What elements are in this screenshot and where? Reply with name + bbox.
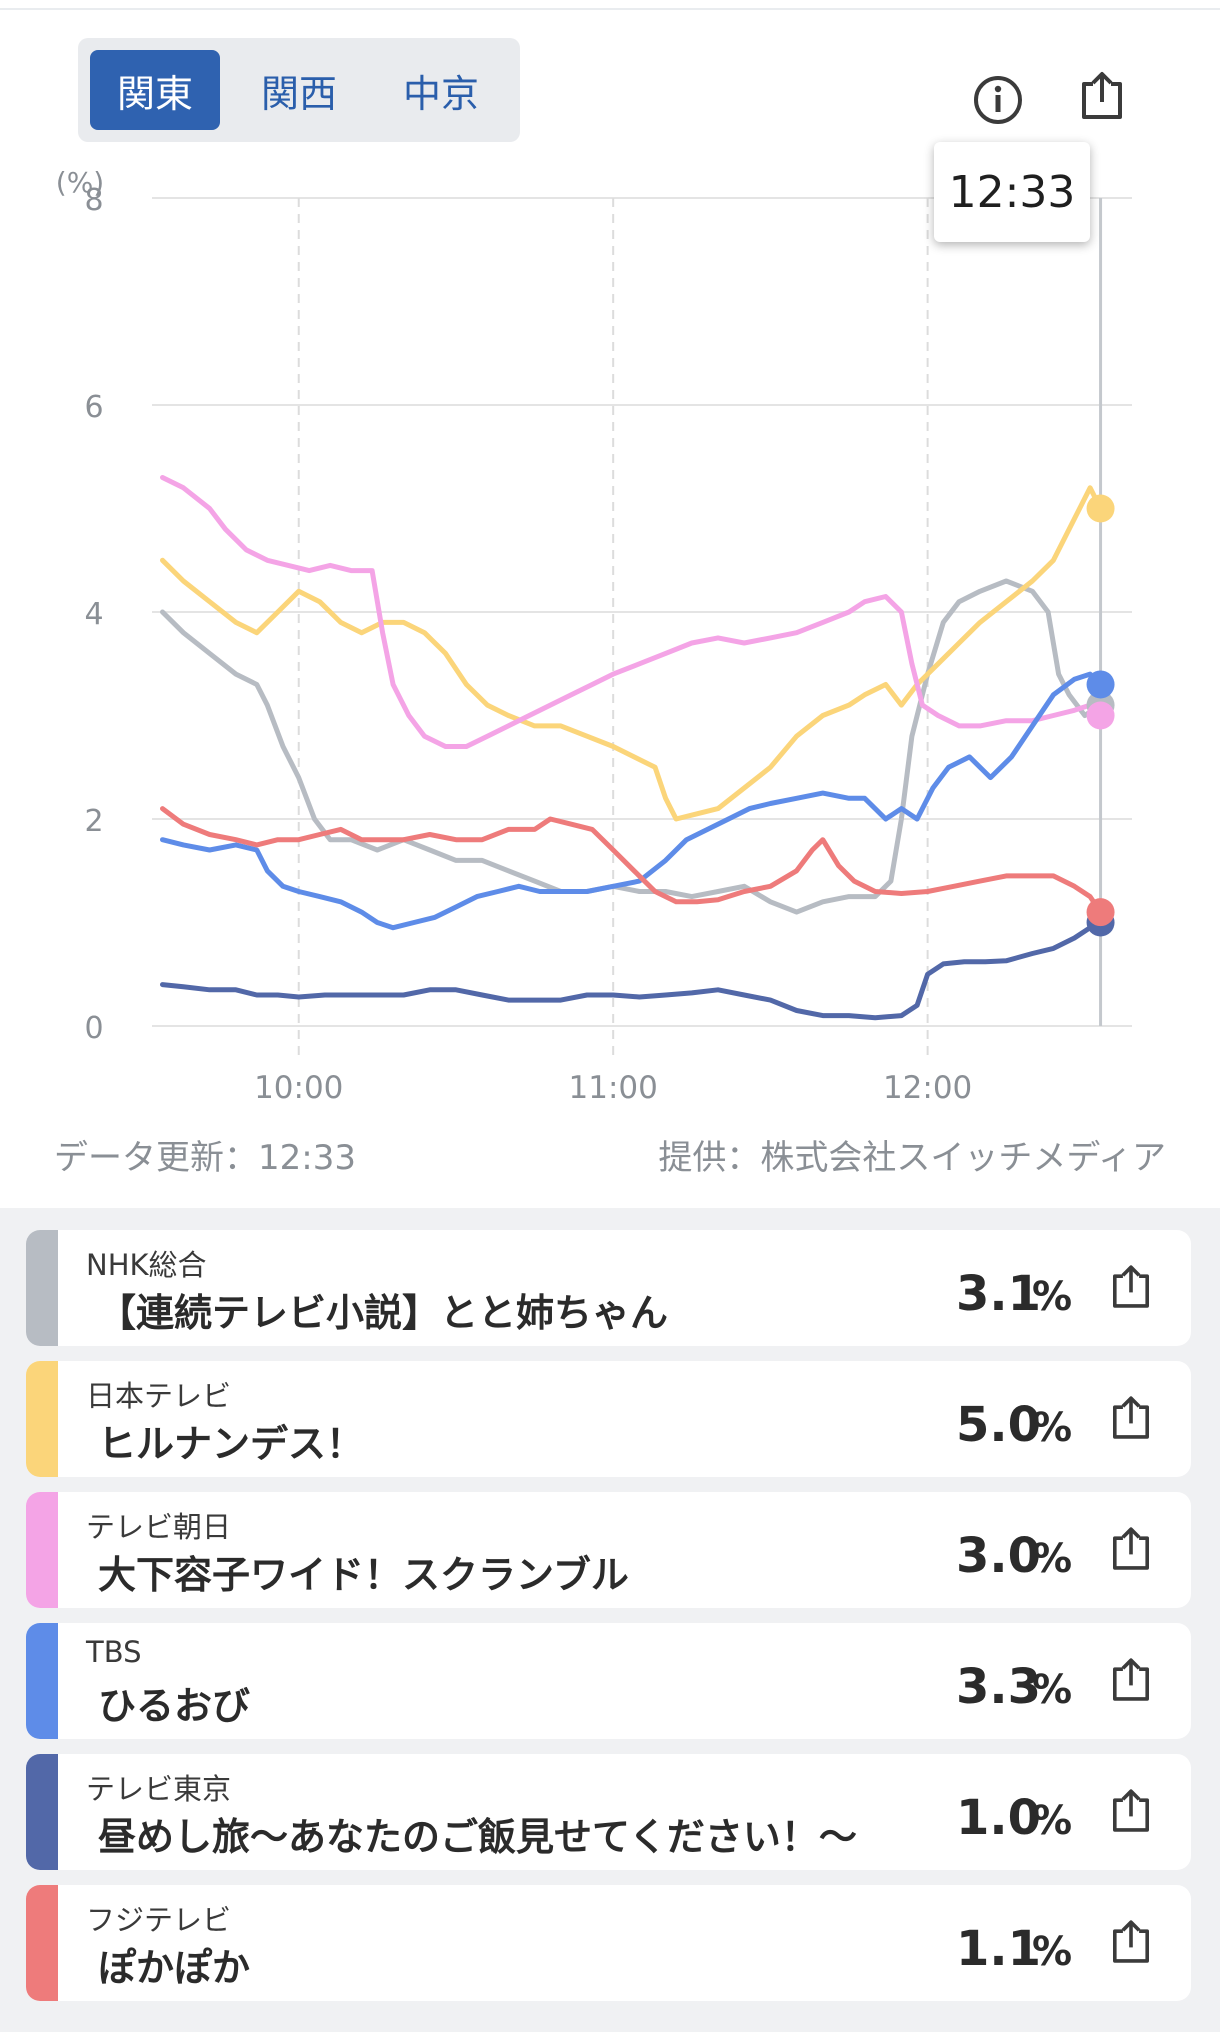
- data-source: 提供：株式会社スイッチメディア: [658, 1138, 1166, 1178]
- rating-unit: %: [1032, 1929, 1073, 1975]
- channel-card-fuji[interactable]: フジテレビ ぽかぽか 1.1 %: [26, 1885, 1191, 2001]
- rating-value: 3.3: [955, 1659, 1041, 1715]
- info-circle-icon[interactable]: [968, 70, 1028, 130]
- y-tick-label: 8: [84, 183, 103, 218]
- channel-color-bar: [26, 1754, 58, 1870]
- tab-kansai[interactable]: 関西: [260, 71, 337, 116]
- channel-name: TBS: [86, 1635, 142, 1669]
- y-tick-label: 4: [84, 597, 103, 632]
- rating-unit: %: [1032, 1798, 1073, 1844]
- x-tick-label: 11:00: [569, 1070, 658, 1106]
- tab-kanto[interactable]: 関東: [90, 50, 220, 130]
- channel-color-bar: [26, 1623, 58, 1739]
- channel-name: 日本テレビ: [86, 1379, 232, 1413]
- y-axis-unit: (%): [56, 166, 104, 199]
- rating-value: 3.1: [955, 1266, 1041, 1322]
- channel-name: テレビ朝日: [86, 1510, 232, 1544]
- program-title: ぽかぽか: [98, 1946, 251, 1990]
- share-icon[interactable]: [1072, 66, 1132, 126]
- series-end-marker: [1086, 670, 1115, 699]
- rating-value: 1.0: [955, 1790, 1041, 1846]
- share-icon[interactable]: [1104, 1653, 1158, 1707]
- program-title: ひるおび: [98, 1684, 251, 1728]
- rating-unit: %: [1032, 1667, 1073, 1713]
- share-icon[interactable]: [1104, 1522, 1158, 1576]
- rating-value: 5.0: [955, 1397, 1041, 1453]
- series-line: [160, 806, 1104, 915]
- series-line: [160, 475, 1104, 749]
- channel-card-nhk[interactable]: NHK総合 【連続テレビ小説】とと姉ちゃん 3.1 %: [26, 1230, 1191, 1346]
- channel-card-ntv[interactable]: 日本テレビ ヒルナンデス！ 5.0 %: [26, 1361, 1191, 1477]
- share-icon[interactable]: [1104, 1260, 1158, 1314]
- rating-unit: %: [1032, 1405, 1073, 1451]
- program-title: 大下容子ワイド！スクランブル: [98, 1553, 629, 1597]
- series-end-marker: [1086, 494, 1115, 523]
- channel-color-bar: [26, 1230, 58, 1346]
- rating-value: 1.1: [955, 1921, 1041, 1977]
- series-line: [160, 578, 1104, 915]
- time-tooltip: 12:33: [934, 142, 1090, 242]
- rating-unit: %: [1032, 1274, 1073, 1320]
- y-tick-label: 2: [84, 804, 103, 839]
- share-icon[interactable]: [1104, 1391, 1158, 1445]
- channel-color-bar: [26, 1361, 58, 1477]
- program-title: 昼めし旅〜あなたのご飯見せてください！〜: [98, 1815, 857, 1859]
- channel-color-bar: [26, 1492, 58, 1608]
- channel-color-bar: [26, 1885, 58, 2001]
- series-end-marker: [1086, 898, 1115, 927]
- share-icon[interactable]: [1104, 1784, 1158, 1838]
- channel-card-tv-tokyo[interactable]: テレビ東京 昼めし旅〜あなたのご飯見せてください！〜 1.0 %: [26, 1754, 1191, 1870]
- series-line: [160, 671, 1104, 931]
- x-tick-label: 12:00: [883, 1070, 972, 1106]
- y-tick-label: 6: [84, 390, 103, 425]
- x-tick-label: 10:00: [254, 1070, 343, 1106]
- channel-name: テレビ東京: [86, 1772, 232, 1806]
- channel-card-tbs[interactable]: TBS ひるおび 3.3 %: [26, 1623, 1191, 1739]
- rating-value: 3.0: [955, 1528, 1041, 1584]
- program-title: ヒルナンデス！: [98, 1422, 365, 1466]
- channel-name: フジテレビ: [86, 1903, 232, 1937]
- series-end-marker: [1086, 701, 1115, 730]
- rating-chart[interactable]: 0 2 4 6 8(%) 10:00 11:00 12:00: [0, 150, 1220, 1130]
- channel-card-tv-asahi[interactable]: テレビ朝日 大下容子ワイド！スクランブル 3.0 %: [26, 1492, 1191, 1608]
- rating-unit: %: [1032, 1536, 1073, 1582]
- channel-name: NHK総合: [86, 1248, 207, 1282]
- series-line: [160, 485, 1104, 822]
- share-icon[interactable]: [1104, 1915, 1158, 1969]
- series-line: [160, 920, 1104, 1021]
- update-time: データ更新：12:33: [54, 1138, 356, 1178]
- y-tick-label: 0: [84, 1011, 103, 1046]
- region-tabs: 関東 関西 中京: [78, 38, 520, 142]
- tab-chukyo[interactable]: 中京: [402, 71, 479, 116]
- program-title: 【連続テレビ小説】とと姉ちゃん: [98, 1291, 669, 1335]
- top-divider: [0, 8, 1220, 10]
